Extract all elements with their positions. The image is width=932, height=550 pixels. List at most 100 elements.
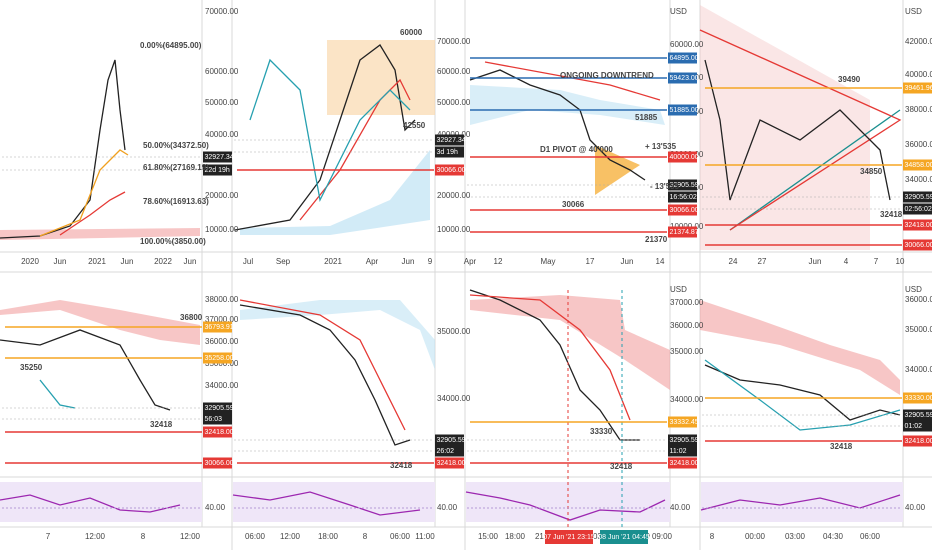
price-badge-text: 32905.59 [670,182,699,189]
x-axis-label: Apr [366,257,379,266]
y-axis-label: 36000.00 [905,140,932,149]
x-axis-label: 06:00 [245,532,266,541]
y-axis-label: 35000.00 [437,327,471,336]
rsi-label: 40.00 [437,503,458,512]
y-axis-label: 34000.00 [905,365,932,374]
price-badge [435,457,464,469]
x-axis-label: 09:00 [652,532,673,541]
y-axis-label: 40000.00 [205,130,239,139]
x-axis-label: 27 [758,257,767,266]
y-axis-label: 50000.00 [437,98,471,107]
rsi-label: 40.00 [205,503,226,512]
price-badge [668,434,697,446]
price-badge [668,416,697,428]
price-badge [903,239,932,251]
rsi-label: 40.00 [670,503,691,512]
price-badge-text: 36793.91 [205,324,234,331]
x-axis-label: 15:00 [478,532,499,541]
annotation: 34850 [860,167,883,176]
y-axis-label: 70000.00 [437,37,471,46]
y-axis-label: 20000.00 [205,191,239,200]
annotation: 32418 [150,420,173,429]
price-badge [668,457,697,469]
x-axis-label: Jul [243,257,253,266]
y-axis-label: 36000.00 [905,295,932,304]
price-badge-text: 33332.45 [670,419,699,426]
price-badge-text: 16:56:02 [670,194,697,201]
price-badge [903,191,932,203]
x-axis-label: 12 [494,257,503,266]
price-badge-text: 56:03 [205,416,223,423]
annotation: 0.00%(64895.00) [140,41,202,50]
y-axis-label: 40000.00 [905,70,932,79]
price-badge [668,104,697,116]
x-axis-label: 7 [46,532,51,541]
price-badge-text: 39461.96 [905,85,932,92]
y-axis-label: 34000.00 [437,394,471,403]
price-badge [203,457,232,469]
price-badge-text: 32905.59 [905,412,932,419]
price-badge [668,191,697,203]
x-axis-label: 04:30 [823,532,844,541]
y-axis-label: 38000.00 [905,105,932,114]
price-badge-text: 32927.34 [437,137,466,144]
x-axis-label: 14 [656,257,665,266]
annotation: 30066 [562,200,585,209]
x-axis-label: 12:00 [180,532,201,541]
y-axis-label: 37000.00 [205,315,239,324]
y-axis-label: 42000.00 [905,37,932,46]
price-badge [903,219,932,231]
price-badge-text: 21374.87 [670,229,699,236]
price-badge [903,203,932,215]
y-axis-label: 38000.00 [205,295,239,304]
price-badge-text: 33330.00 [905,395,932,402]
y-axis-label: USD [905,285,922,294]
x-axis-label: 06:00 [390,532,411,541]
date-badge-text: 08 Jun '21 04:45 [598,534,650,541]
date-badge [600,530,648,544]
y-axis-label: 34000.00 [670,395,704,404]
price-badge-text: 35258.00 [205,355,234,362]
price-badge-text: 32905.59 [670,437,699,444]
y-axis-label: 10000.00 [437,225,471,234]
price-badge [435,164,464,176]
price-badge [203,426,232,438]
annotation: 50.00%(34372.50) [143,141,209,150]
annotation: 60000 [400,28,423,37]
annotation: 35250 [20,363,43,372]
x-axis-label: 2020 [21,257,39,266]
price-badge-text: 26:02 [437,448,455,455]
x-axis-label: Jun [809,257,822,266]
y-axis-label: 37000.00 [670,298,704,307]
price-badge-text: 11:02 [670,448,687,455]
y-axis-label: 36000.00 [205,337,239,346]
price-badge-text: 32927.34 [205,154,234,161]
price-badge [903,392,932,404]
x-axis-label: Jun [402,257,415,266]
x-axis-label: 2022 [154,257,172,266]
x-axis-label: Jun [621,257,634,266]
price-badge [435,434,464,446]
y-axis-label: USD [670,7,687,16]
y-axis-label: 60000.00 [670,40,704,49]
x-axis-label: 12:00 [85,532,106,541]
annotation: 36800 [180,313,203,322]
y-axis-label: 36000.00 [670,321,704,330]
price-badge [668,179,697,191]
price-badge [203,413,232,425]
y-axis-label: 34000.00 [905,175,932,184]
price-badge [668,72,697,84]
y-axis-label: USD [670,285,687,294]
price-badge [668,204,697,216]
price-badge [903,409,932,421]
price-badge [203,321,232,333]
x-axis-label: 7 [874,257,879,266]
annotation: 32418 [880,210,903,219]
price-badge [668,151,697,163]
price-badge-text: 22d 19h [205,167,230,174]
annotation: D1 PIVOT @ 40'000 [540,145,613,154]
annotation: 32418 [830,442,853,451]
y-axis-label: 35000.00 [670,347,704,356]
x-axis-label: Apr [464,257,477,266]
